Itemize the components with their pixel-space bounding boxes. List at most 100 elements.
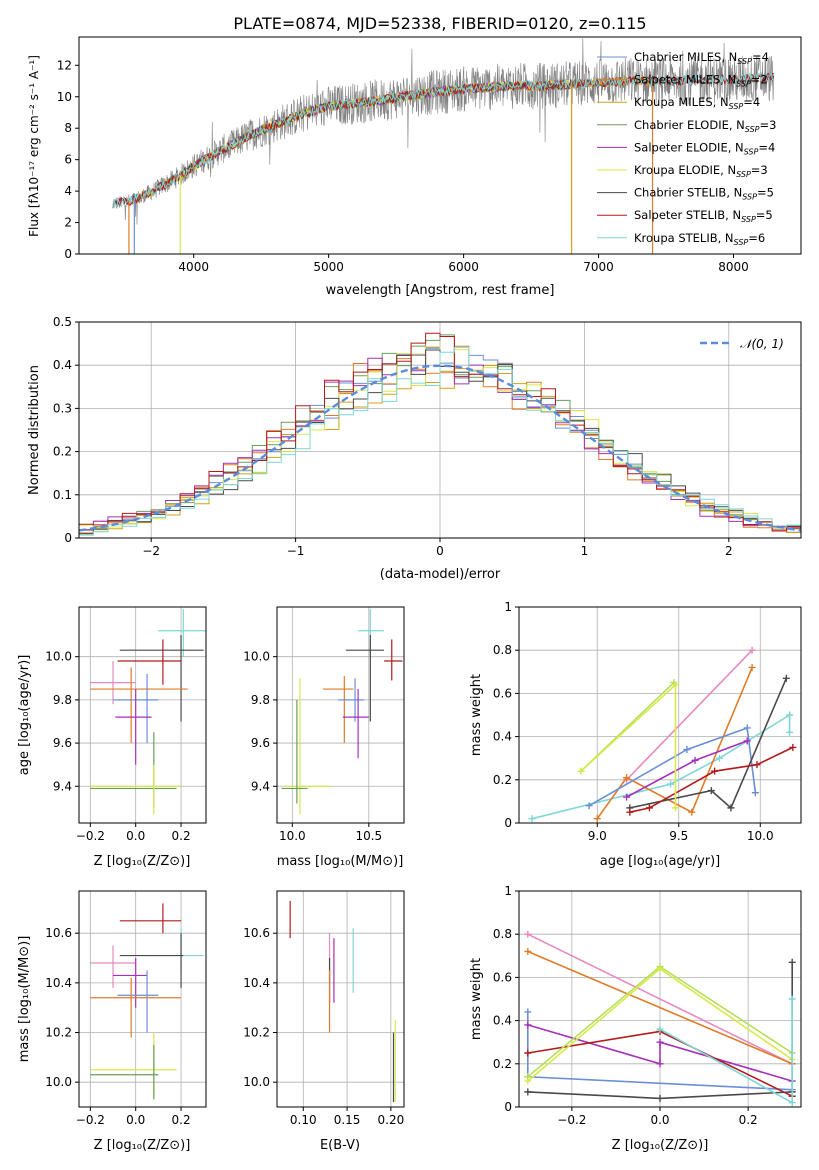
y-tick-label: 0.2 xyxy=(493,1057,512,1071)
ebv-mass-ticks: 0.10 0.15 0.20 10.0 10.2 10.4 10.6 xyxy=(243,926,404,1127)
errorbar-point xyxy=(113,958,148,1008)
legend-label: Salpeter MILES, NSSP=2 xyxy=(634,73,768,89)
weight-marker xyxy=(528,815,536,823)
errorbar-point xyxy=(384,639,403,681)
y-tick-label: 0.2 xyxy=(53,445,72,459)
weight-marker xyxy=(645,804,653,812)
weight-marker xyxy=(585,802,593,810)
x-tick-label: 10.0 xyxy=(279,829,306,843)
errorbar-point xyxy=(342,689,369,759)
errorbar-point xyxy=(338,678,365,722)
errorbar-point xyxy=(284,678,331,815)
x-tick-label: 6000 xyxy=(448,260,479,274)
weight-marker xyxy=(786,711,794,719)
z-age-frame xyxy=(78,606,207,824)
spectrum-plot-area xyxy=(112,38,775,254)
y-tick-label: 0.4 xyxy=(493,730,512,744)
residual-ticks: −2 −1 0 1 2 0 0.1 0.2 0.3 0.4 0.5 xyxy=(53,315,733,558)
spectrum-panel: 4000 5000 6000 7000 8000 0 2 4 6 8 10 12 Chabrier M… xyxy=(27,36,802,298)
weight-marker xyxy=(524,1021,532,1029)
z-weight-xlabel: Z [log₁₀(Z/Z⊙)] xyxy=(612,1138,709,1153)
z-weight-ticks: −0.2 0.0 0.2 0 0.2 0.4 0.6 0.8 1 xyxy=(493,884,758,1127)
errorbar-point xyxy=(90,764,182,815)
residual-xlabel: (data-model)/error xyxy=(380,567,501,582)
ebv-mass-plot-area xyxy=(289,900,396,1103)
weight-marker xyxy=(656,1094,664,1102)
x-tick-label: 0.10 xyxy=(290,1113,317,1127)
x-tick-label: 5000 xyxy=(313,260,344,274)
weight-marker xyxy=(753,761,761,769)
residual-plot-area xyxy=(78,332,802,536)
weight-marker xyxy=(524,1088,532,1096)
y-tick-label: 9.8 xyxy=(251,693,270,707)
errorbar-point xyxy=(119,903,182,934)
errorbar-point xyxy=(90,661,136,705)
weight-marker xyxy=(727,804,735,812)
weight-marker xyxy=(671,804,679,812)
z-age-ylabel: age [log₁₀(age/yr)] xyxy=(17,655,32,776)
weight-marker xyxy=(748,646,756,654)
weight-marker xyxy=(707,787,715,795)
weight-marker xyxy=(623,774,631,782)
errorbar-point xyxy=(322,676,354,744)
weight-marker xyxy=(656,1038,664,1046)
spectrum-frame xyxy=(78,36,802,255)
weight-marker xyxy=(788,1099,796,1107)
errorbar-point xyxy=(117,970,159,1033)
errorbar-point xyxy=(147,928,204,971)
errorbar-point xyxy=(119,933,184,988)
weight-marker xyxy=(789,743,797,751)
weight-marker xyxy=(782,674,790,682)
age-weight-plot-area xyxy=(528,646,797,823)
errorbar-point xyxy=(90,1032,177,1095)
weight-series-line xyxy=(527,933,793,1065)
weight-marker xyxy=(656,965,664,973)
y-tick-label: 10.6 xyxy=(243,926,270,940)
y-tick-label: 10.0 xyxy=(243,650,270,664)
weight-series-line xyxy=(527,950,793,1065)
x-tick-label: 0.2 xyxy=(172,1113,191,1127)
model-spectrum-line xyxy=(112,72,774,208)
y-tick-label: 2 xyxy=(64,216,72,230)
x-tick-label: 0.0 xyxy=(650,1113,669,1127)
z-mass-frame xyxy=(78,890,207,1108)
model-spectrum-line xyxy=(179,79,572,178)
spectrum-ticks: 4000 5000 6000 7000 8000 0 2 4 6 8 10 12 xyxy=(57,58,749,274)
y-tick-label: 0.1 xyxy=(53,488,72,502)
y-tick-label: 9.4 xyxy=(53,779,72,793)
z-weight-plot-area xyxy=(524,930,796,1107)
x-tick-label: 0 xyxy=(436,544,444,558)
weight-series-line xyxy=(596,667,753,820)
mass-age-frame xyxy=(276,606,405,824)
x-tick-label: 7000 xyxy=(583,260,614,274)
y-tick-label: 0 xyxy=(64,531,72,545)
x-tick-label: 10.0 xyxy=(747,829,774,843)
model-spectrum-line xyxy=(179,79,572,180)
weight-marker xyxy=(743,724,751,732)
y-tick-label: 10.0 xyxy=(45,1075,72,1089)
y-tick-label: 1 xyxy=(504,600,512,614)
weight-series-line xyxy=(527,1024,793,1082)
x-tick-label: 0.2 xyxy=(172,829,191,843)
errorbar-point xyxy=(358,609,385,657)
x-tick-label: 4000 xyxy=(178,260,209,274)
weight-marker xyxy=(524,1049,532,1057)
z-mass-xlabel: Z [log₁₀(Z/Z⊙)] xyxy=(94,1138,191,1153)
y-tick-label: 10.0 xyxy=(45,650,72,664)
ebv-mass-xlabel: E(B-V) xyxy=(320,1138,360,1153)
z-mass-ylabel: mass [log₁₀(M/M⊙)] xyxy=(17,936,32,1063)
histogram-step-line xyxy=(79,332,801,532)
y-tick-label: 10.2 xyxy=(45,1026,72,1040)
errorbar-point xyxy=(90,1044,159,1100)
y-tick-label: 9.6 xyxy=(53,736,72,750)
age-weight-panel: 9.0 9.5 10.0 0 0.2 0.4 0.6 0.8 1 age [log₁₀(age/… xyxy=(469,600,802,869)
z-age-xlabel: Z [log₁₀(Z/Z⊙)] xyxy=(94,854,191,869)
weight-series-line xyxy=(531,713,791,820)
weight-series-line xyxy=(580,682,677,808)
y-tick-label: 0.3 xyxy=(53,401,72,415)
x-tick-label: 0.0 xyxy=(126,829,145,843)
weight-marker xyxy=(715,754,723,762)
weight-marker xyxy=(671,681,679,689)
y-tick-label: 10.2 xyxy=(243,1026,270,1040)
errorbar-point xyxy=(119,635,204,722)
